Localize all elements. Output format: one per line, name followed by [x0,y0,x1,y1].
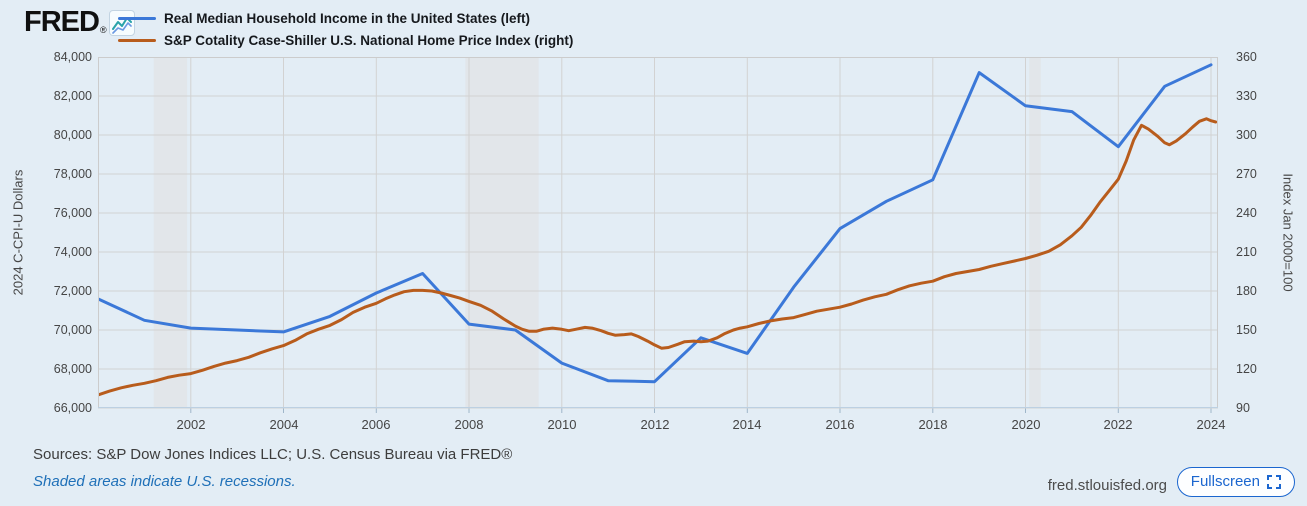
right-tick-label: 90 [1236,401,1250,415]
recession-note: Shaded areas indicate U.S. recessions. [33,473,296,490]
left-tick-label: 72,000 [53,284,92,298]
left-tick-label: 74,000 [53,245,92,259]
legend: Real Median Household Income in the Unit… [118,7,573,51]
right-axis-title: Index Jan 2000=100 [1280,173,1296,292]
left-tick-label: 84,000 [53,50,92,64]
income-line-swatch [118,16,156,20]
right-tick-label: 330 [1236,89,1257,103]
left-tick-label: 70,000 [53,323,92,337]
site-link[interactable]: fred.stlouisfed.org [1047,477,1167,494]
series-right [98,117,1218,397]
series-left [98,63,1213,384]
x-tick-label: 2014 [732,417,762,432]
fred-logo[interactable]: FRED ® [24,6,135,39]
x-tick-label: 2024 [1196,417,1226,432]
x-tick-label: 2006 [361,417,391,432]
fullscreen-icon [1267,474,1281,489]
left-tick-label: 78,000 [53,167,92,181]
registered-mark: ® [99,25,107,35]
recession-band [465,57,539,408]
left-axis-title: 2024 C-CPI-U Dollars [10,169,26,296]
chart-plot-area[interactable] [98,57,1218,415]
right-tick-label: 180 [1236,284,1257,298]
legend-item-home-price[interactable]: S&P Cotality Case-Shiller U.S. National … [118,29,573,51]
recession-band [153,57,188,408]
legend-label-home-price: S&P Cotality Case-Shiller U.S. National … [164,32,574,48]
x-tick-label: 2004 [269,417,299,432]
x-tick-label: 2020 [1011,417,1041,432]
x-tick-label: 2016 [825,417,855,432]
recession-band [1029,57,1041,408]
right-tick-label: 360 [1236,50,1257,64]
fullscreen-button[interactable]: Fullscreen [1176,467,1295,497]
home-price-line-swatch [118,38,156,42]
right-tick-label: 270 [1236,167,1257,181]
sources-text: Sources: S&P Dow Jones Indices LLC; U.S.… [33,446,513,463]
right-tick-label: 210 [1236,245,1257,259]
left-tick-label: 80,000 [53,128,92,142]
x-tick-label: 2010 [547,417,577,432]
x-tick-label: 2018 [918,417,948,432]
x-tick-label: 2022 [1103,417,1133,432]
right-tick-label: 240 [1236,206,1257,220]
legend-label-income: Real Median Household Income in the Unit… [164,10,531,26]
right-tick-label: 150 [1236,323,1257,337]
legend-item-income[interactable]: Real Median Household Income in the Unit… [118,7,573,29]
left-tick-label: 68,000 [53,362,92,376]
x-tick-label: 2008 [454,417,484,432]
right-tick-label: 300 [1236,128,1257,142]
left-tick-label: 76,000 [53,206,92,220]
x-tick-label: 2012 [640,417,670,432]
fullscreen-label: Fullscreen [1190,473,1260,490]
fred-logo-text: FRED [24,6,100,38]
left-tick-label: 66,000 [53,401,92,415]
right-tick-label: 120 [1236,362,1257,376]
x-tick-label: 2002 [176,417,206,432]
left-tick-label: 82,000 [53,89,92,103]
